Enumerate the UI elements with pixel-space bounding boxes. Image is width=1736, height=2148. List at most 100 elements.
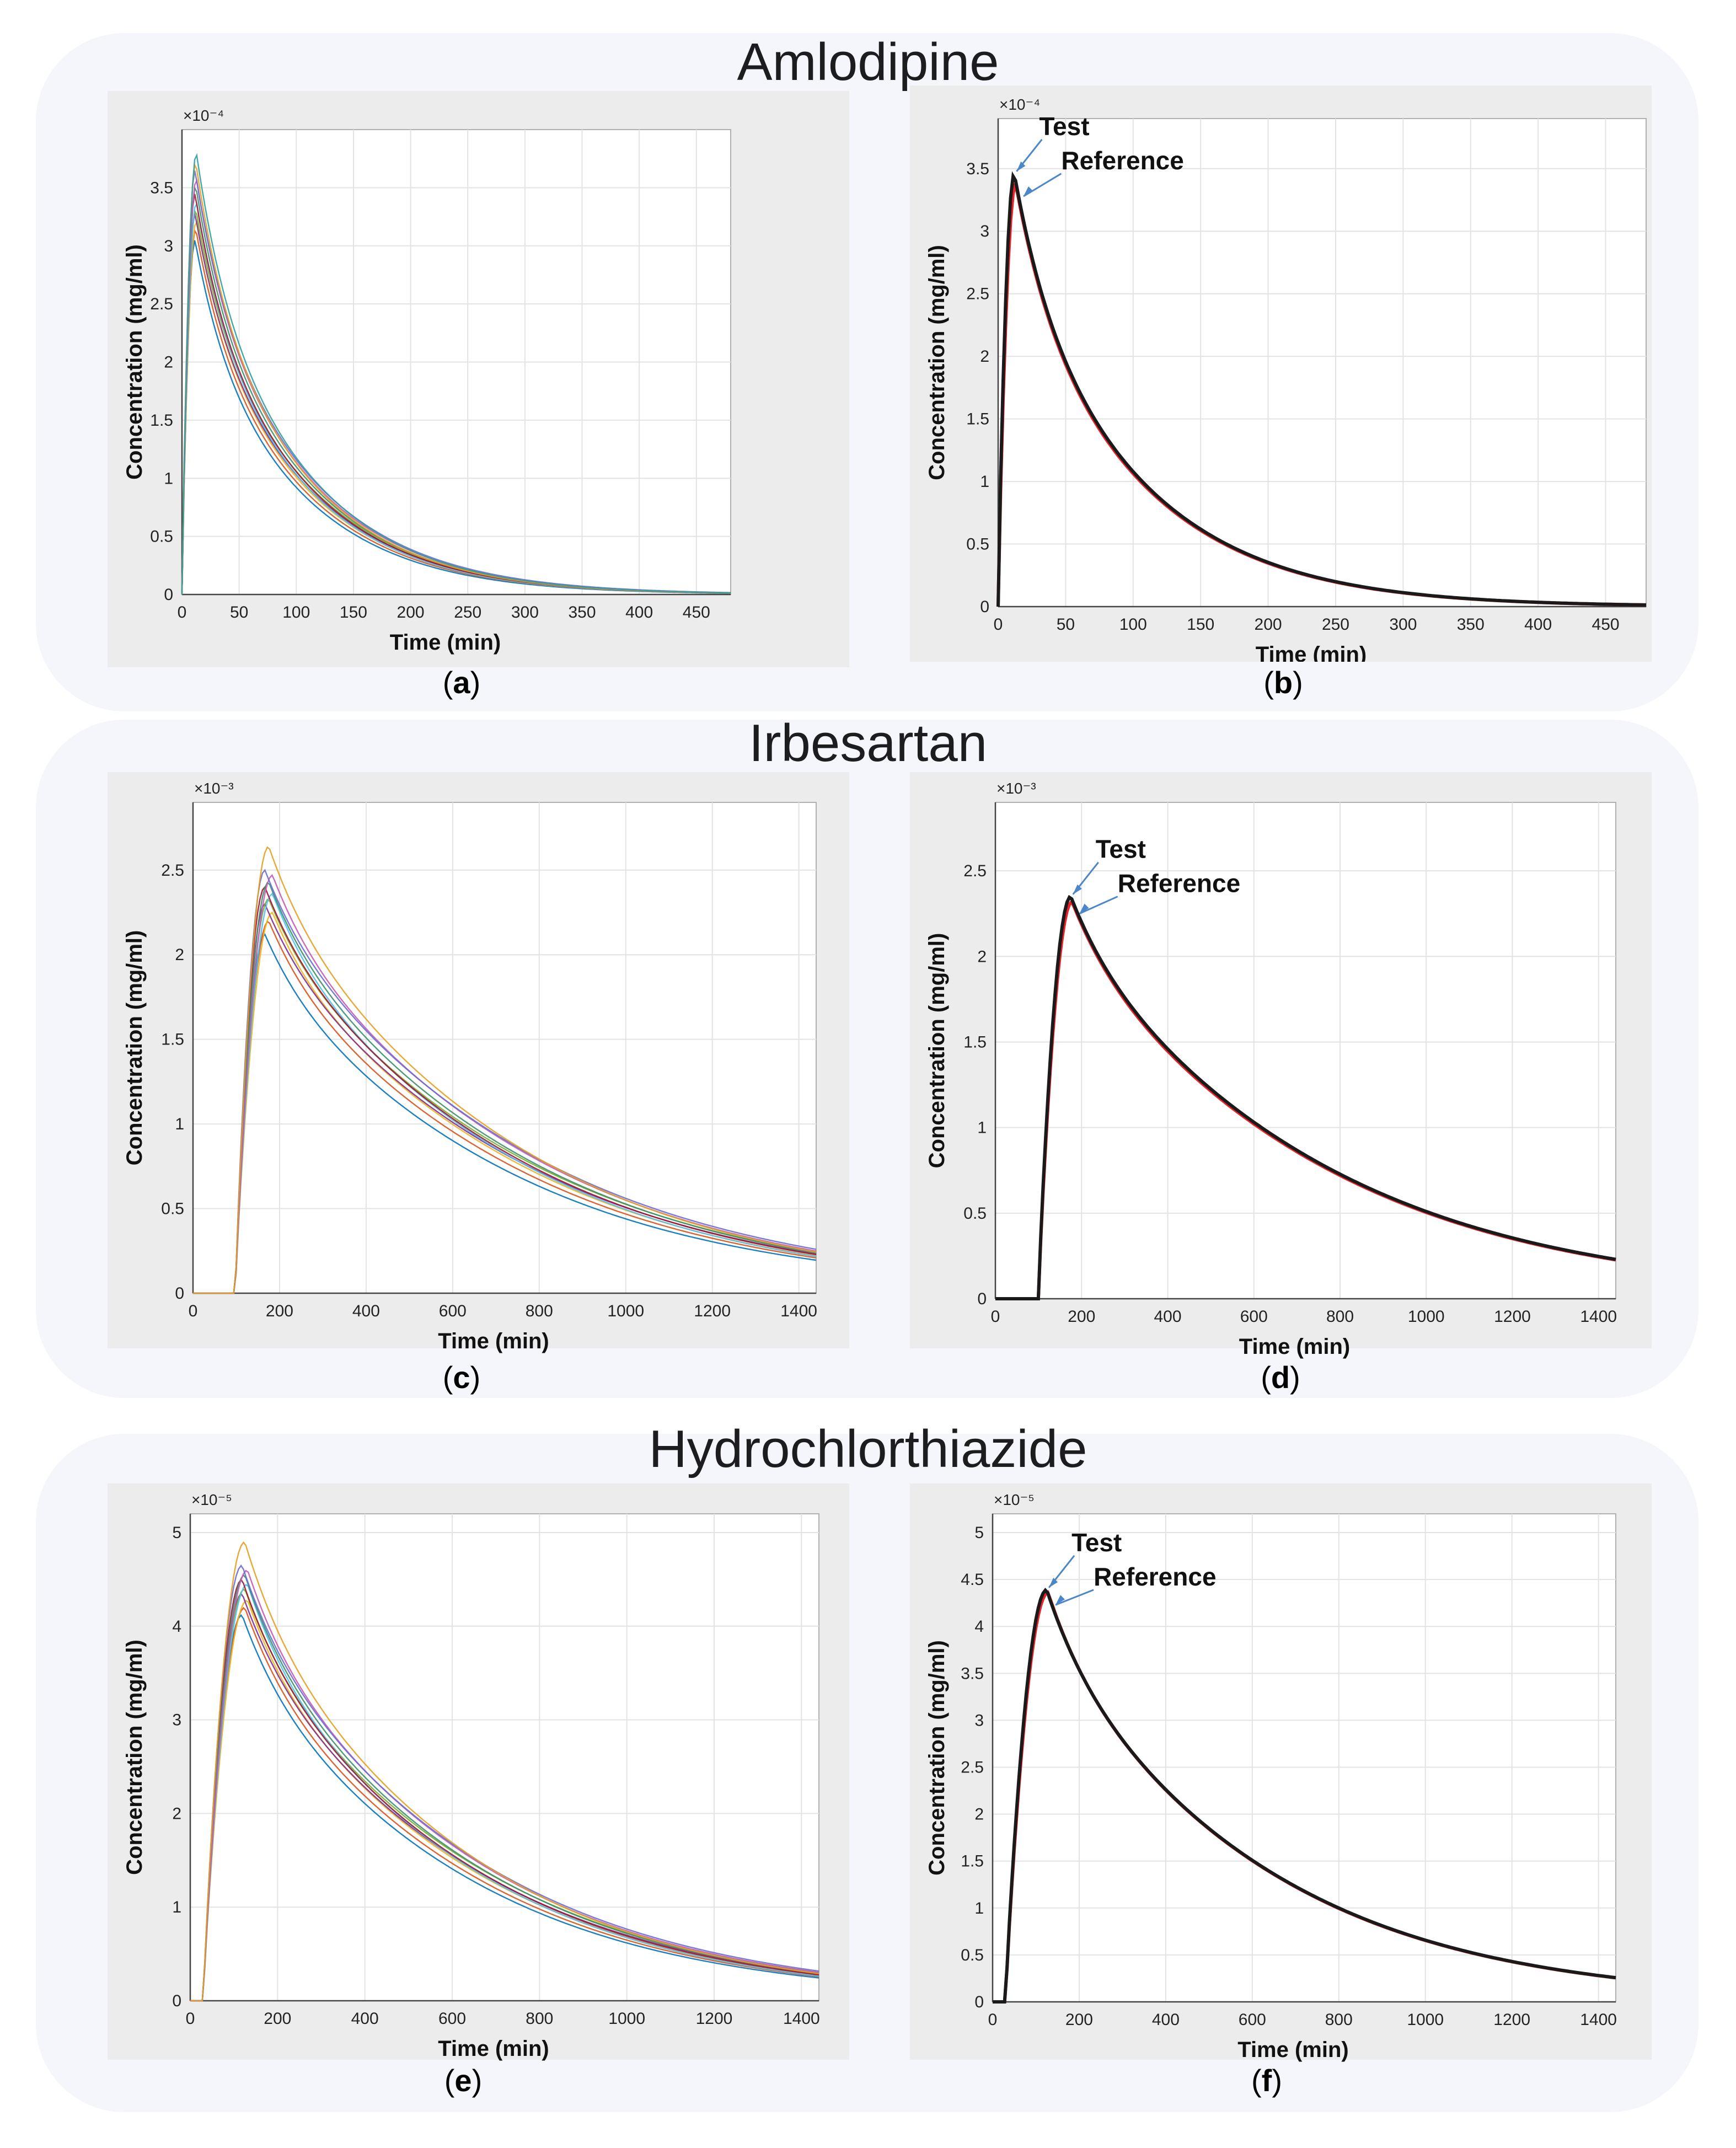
y-tick-label: 2 bbox=[980, 347, 989, 366]
x-tick-label: 200 bbox=[1065, 2011, 1093, 2029]
x-tick-label: 50 bbox=[230, 603, 248, 622]
y-tick-label: 2 bbox=[977, 947, 987, 966]
plot-area-b bbox=[998, 118, 1647, 607]
x-tick-label: 800 bbox=[1326, 1308, 1354, 1326]
chart-panel-f: 0 200 400 600 800 1000 1200 1400 0 0.5 1 1.5 2 2.5 3 3.… bbox=[910, 1483, 1652, 2062]
y-tick-label: 1 bbox=[172, 1898, 181, 1916]
x-axis-label: Time (min) bbox=[1239, 1335, 1351, 1359]
axis-multiplier: ×10⁻⁴ bbox=[999, 96, 1040, 113]
x-tick-label: 0 bbox=[991, 1308, 1000, 1326]
y-tick-label: 5 bbox=[172, 1524, 181, 1542]
y-tick-label: 1.5 bbox=[966, 410, 989, 428]
reference-arrowhead bbox=[1055, 1595, 1065, 1605]
x-tick-label: 150 bbox=[1187, 615, 1214, 634]
x-tick-label: 200 bbox=[397, 603, 425, 622]
ensemble-curve-9 bbox=[190, 1570, 819, 2002]
test-arrowhead bbox=[1073, 884, 1082, 894]
x-tick-label: 350 bbox=[568, 603, 596, 622]
chart-panel-d: 0 200 400 600 800 1000 1200 1400 0 0.5 1 1.5 2 2.5 ×10… bbox=[910, 772, 1652, 1359]
x-tick-label: 0 bbox=[189, 1302, 198, 1320]
x-tick-label: 100 bbox=[1119, 615, 1147, 634]
chart-panel-b: 0 50 100 150 200 250 300 350 400 450 0 0.5 1 1.5 2 2.5 3… bbox=[910, 85, 1652, 662]
x-tick-label: 1400 bbox=[1580, 2011, 1617, 2029]
reference-label: Reference bbox=[1094, 1562, 1216, 1591]
caption-b: (b) bbox=[1263, 665, 1303, 700]
axis-multiplier: ×10⁻⁵ bbox=[994, 1491, 1035, 1508]
y-tick-label: 2.5 bbox=[161, 861, 184, 880]
y-tick-label: 3 bbox=[980, 222, 989, 240]
x-tick-label: 800 bbox=[526, 2010, 553, 2028]
y-axis-label: Concentration (mg/ml) bbox=[122, 930, 147, 1166]
ensemble-curve-11 bbox=[193, 846, 817, 1294]
x-tick-label: 450 bbox=[1592, 615, 1620, 634]
y-tick-label: 2 bbox=[164, 353, 173, 372]
y-axis-label: Concentration (mg/ml) bbox=[925, 1640, 949, 1876]
ensemble-curve-8 bbox=[193, 881, 817, 1294]
x-tick-label: 800 bbox=[1325, 2011, 1353, 2029]
x-tick-label: 100 bbox=[282, 603, 310, 622]
y-tick-label: 4.5 bbox=[961, 1571, 984, 1589]
x-tick-label: 1000 bbox=[607, 1302, 644, 1320]
y-tick-label: 0 bbox=[175, 1284, 184, 1303]
reference-label: Reference bbox=[1118, 869, 1240, 898]
reference-arrowhead bbox=[1079, 903, 1089, 914]
y-axis-label: Concentration (mg/ml) bbox=[122, 244, 147, 480]
x-tick-label: 0 bbox=[994, 615, 1003, 634]
y-tick-label: 1.5 bbox=[961, 1852, 984, 1871]
x-tick-label: 0 bbox=[988, 2011, 998, 2029]
y-tick-label: 1.5 bbox=[161, 1031, 184, 1049]
y-tick-label: 0 bbox=[164, 586, 173, 604]
y-tick-label: 0.5 bbox=[150, 528, 173, 546]
y-tick-label: 3.5 bbox=[966, 160, 989, 178]
x-axis-label: Time (min) bbox=[1256, 642, 1367, 662]
x-tick-label: 150 bbox=[340, 603, 367, 622]
y-tick-label: 2.5 bbox=[963, 862, 987, 880]
y-tick-label: 2.5 bbox=[150, 295, 173, 313]
y-tick-label: 2 bbox=[974, 1806, 984, 1824]
row-title-irbesartan: Irbesartan bbox=[748, 714, 988, 773]
y-tick-label: 3.5 bbox=[961, 1664, 984, 1683]
x-tick-label: 800 bbox=[526, 1302, 553, 1320]
x-tick-label: 1200 bbox=[696, 2010, 733, 2028]
x-tick-label: 1400 bbox=[1580, 1308, 1617, 1326]
y-tick-label: 2.5 bbox=[961, 1759, 984, 1777]
y-tick-label: 1.5 bbox=[963, 1033, 987, 1051]
x-tick-label: 400 bbox=[352, 1302, 380, 1320]
y-tick-label: 1 bbox=[175, 1115, 184, 1133]
x-tick-label: 1400 bbox=[780, 1302, 817, 1320]
test-arrowhead bbox=[1016, 161, 1026, 172]
ensemble-curve-1 bbox=[193, 933, 817, 1294]
x-tick-label: 200 bbox=[266, 1302, 293, 1320]
x-axis-label: Time (min) bbox=[438, 2037, 549, 2061]
ensemble-curve-2 bbox=[190, 1606, 819, 2002]
y-tick-label: 1 bbox=[164, 469, 173, 488]
x-tick-label: 400 bbox=[1524, 615, 1552, 634]
series-line-test bbox=[995, 894, 1616, 1300]
test-label: Test bbox=[1039, 112, 1089, 141]
ensemble-curve-7 bbox=[190, 1578, 819, 2002]
caption-c: (c) bbox=[442, 1360, 481, 1395]
caption-f: (f) bbox=[1251, 2063, 1282, 2098]
y-tick-label: 1.5 bbox=[150, 411, 173, 430]
y-axis-label: Concentration (mg/ml) bbox=[122, 1640, 147, 1875]
x-tick-label: 0 bbox=[178, 603, 187, 622]
chart-panel-e: 0 200 400 600 800 1000 1200 1400 0 1 2 3 4 5 ×10⁻⁵ Time… bbox=[108, 1483, 849, 2061]
x-tick-label: 50 bbox=[1057, 615, 1075, 634]
x-tick-label: 1200 bbox=[694, 1302, 731, 1320]
plot-area-e bbox=[190, 1513, 819, 2001]
series-line-test bbox=[993, 1588, 1616, 2004]
y-tick-label: 0 bbox=[172, 1992, 181, 2010]
ensemble-curve-6 bbox=[193, 892, 817, 1294]
x-tick-label: 250 bbox=[454, 603, 481, 622]
chart-panel-c: 0 200 400 600 800 1000 1200 1400 0 0.5 1 1.5 2 2.5 ×10… bbox=[108, 772, 849, 1353]
ensemble-curve-10 bbox=[193, 869, 817, 1294]
plot-area-f bbox=[992, 1513, 1616, 2002]
ensemble-curve-7 bbox=[193, 886, 817, 1294]
x-tick-label: 400 bbox=[1152, 2011, 1180, 2029]
x-tick-label: 600 bbox=[1239, 2011, 1266, 2029]
x-tick-label: 1000 bbox=[608, 2010, 645, 2028]
x-axis-label: Time (min) bbox=[438, 1329, 549, 1353]
x-tick-label: 450 bbox=[683, 603, 710, 622]
y-tick-label: 0 bbox=[980, 598, 989, 616]
x-tick-label: 300 bbox=[511, 603, 539, 622]
